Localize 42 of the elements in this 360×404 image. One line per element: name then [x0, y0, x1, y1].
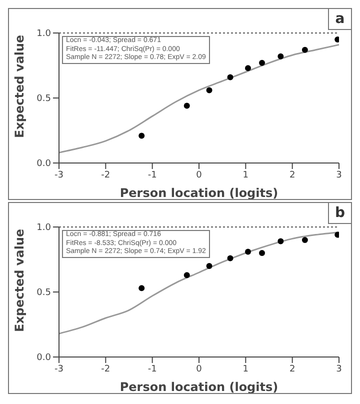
line-series — [59, 44, 339, 154]
point — [138, 285, 145, 292]
point — [206, 263, 212, 269]
y-tick-label: 0.0 — [36, 353, 52, 364]
y-tick-label: 1.0 — [36, 29, 52, 40]
text: b — [328, 202, 352, 224]
x-tick-label: 2 — [289, 170, 296, 180]
point — [278, 238, 284, 244]
y-axis-title: Expected value — [12, 228, 26, 332]
point — [184, 102, 190, 109]
point — [245, 248, 251, 255]
point — [206, 87, 212, 94]
point — [227, 255, 234, 262]
x-tick-label: 1 — [242, 170, 249, 180]
x-tick-label: 0 — [196, 170, 202, 180]
y-tick-label: 0.5 — [36, 94, 51, 104]
line-series — [59, 231, 339, 334]
x-tick-label: 1 — [242, 364, 249, 374]
point — [184, 272, 190, 278]
x-tick-label: 3 — [336, 170, 342, 180]
x-tick-label: -3 — [54, 364, 64, 374]
x-tick-label: 2 — [289, 364, 296, 374]
point — [245, 65, 251, 72]
point — [302, 237, 308, 243]
y-tick-label: 0.5 — [36, 288, 51, 298]
x-tick-label: -3 — [54, 170, 64, 180]
y-tick-label: 1.0 — [36, 223, 52, 234]
x-tick-label: 0 — [196, 364, 202, 374]
y-axis-title: Expected value — [12, 34, 26, 138]
x-tick-label: -1 — [148, 364, 157, 374]
point — [227, 74, 234, 80]
point — [138, 132, 145, 139]
point — [259, 60, 265, 66]
x-tick-label: -2 — [101, 170, 110, 180]
x-tick-label: 3 — [336, 364, 342, 374]
point — [278, 53, 284, 60]
point — [259, 250, 265, 256]
y-tick-label: 0.0 — [36, 159, 52, 170]
x-tick-label: -2 — [101, 364, 110, 374]
point — [302, 46, 308, 53]
x-tick-label: -1 — [148, 170, 157, 180]
text: a — [328, 8, 352, 30]
